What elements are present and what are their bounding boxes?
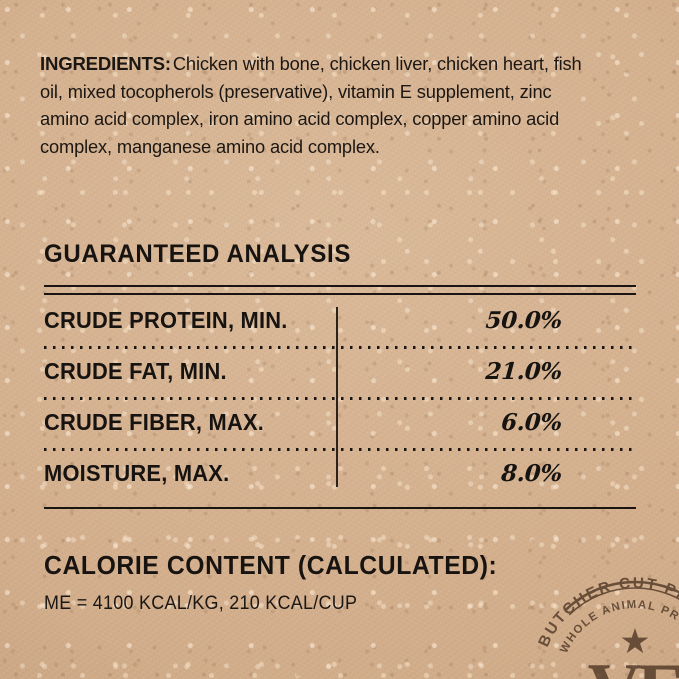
calorie-content-value: ME = 4100 KCAL/KG, 210 KCAL/CUP <box>44 592 358 614</box>
analysis-row-label: CRUDE FIBER, MAX. <box>44 409 265 435</box>
analysis-row-value: 8.0% <box>500 460 563 487</box>
calorie-content-section: CALORIE CONTENT (CALCULATED): ME = 4100 … <box>44 552 604 615</box>
analysis-row-value: 6.0% <box>500 409 563 436</box>
stamp-inner-ring <box>540 587 679 679</box>
ingredients-heading: INGREDIENTS: <box>40 53 171 74</box>
table-row: CRUDE PROTEIN, MIN. 50.0% <box>44 295 636 346</box>
analysis-top-double-rule <box>44 285 636 295</box>
analysis-rows: CRUDE PROTEIN, MIN. 50.0% CRUDE FAT, MIN… <box>44 295 636 499</box>
star-icon <box>621 628 649 654</box>
calorie-content-title: CALORIE CONTENT (CALCULATED): <box>44 552 498 580</box>
ingredients-paragraph: INGREDIENTS: Chicken with bone, chicken l… <box>40 50 600 160</box>
analysis-row-value: 50.0% <box>484 307 563 334</box>
analysis-row-value: 21.0% <box>484 358 563 385</box>
table-row: CRUDE FAT, MIN. 21.0% <box>44 346 636 397</box>
analysis-row-label: CRUDE FAT, MIN. <box>44 358 227 384</box>
ingredients-text: Chicken with bone, chicken liver, chicke… <box>40 53 582 157</box>
stamp-monogram: VE <box>588 649 679 679</box>
table-row: CRUDE FIBER, MAX. 6.0% <box>44 397 636 448</box>
brand-stamp: BUTCHER CUT PROTEIN WHOLE ANIMAL PROTEIN… <box>519 566 679 679</box>
analysis-row-label: MOISTURE, MAX. <box>44 460 230 486</box>
table-row: MOISTURE, MAX. 8.0% <box>44 448 636 499</box>
guaranteed-analysis-title: GUARANTEED ANALYSIS <box>44 240 352 268</box>
guaranteed-analysis-section: GUARANTEED ANALYSIS CRUDE PROTEIN, MIN. … <box>44 240 636 509</box>
ingredients-section: INGREDIENTS: Chicken with bone, chicken l… <box>40 50 600 160</box>
analysis-bottom-rule <box>44 507 636 509</box>
stamp-outer-ring <box>533 580 679 679</box>
analysis-row-label: CRUDE PROTEIN, MIN. <box>44 307 288 333</box>
